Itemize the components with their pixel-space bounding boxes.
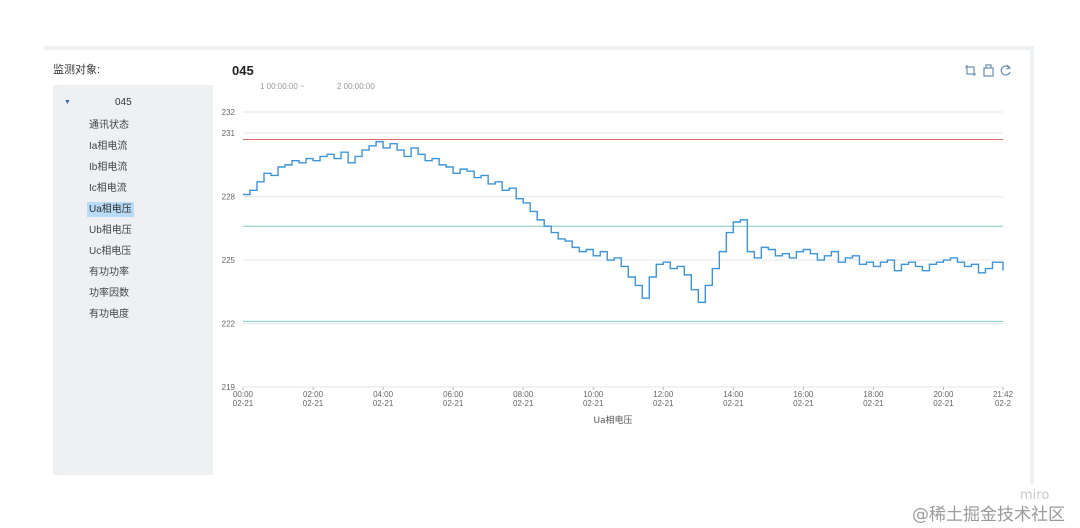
x-tick-time: 12:00 xyxy=(653,390,674,399)
y-tick-label: 222 xyxy=(222,320,236,329)
chart-title: 045 xyxy=(232,63,254,78)
tree-item-ub-voltage[interactable]: Ub相电压 xyxy=(89,225,132,236)
voltage-series-line xyxy=(243,140,1004,304)
time-range: 1 00:00:00 ~ 2 00:00:00 xyxy=(260,82,405,91)
tree-item-comm-status[interactable]: 通讯状态 xyxy=(89,120,129,131)
y-tick-label: 231 xyxy=(222,129,236,138)
chart-toolbox xyxy=(964,64,1014,78)
tree-item-ic-current[interactable]: Ic相电流 xyxy=(89,183,127,194)
tree-item-active-energy[interactable]: 有功电度 xyxy=(89,309,129,320)
tree-item-ia-current[interactable]: Ia相电流 xyxy=(89,141,128,152)
x-tick-date: 02-21 xyxy=(723,399,744,408)
x-tick-time: 18:00 xyxy=(863,390,884,399)
tree-root-node[interactable]: ▼ 045 xyxy=(53,97,213,111)
refresh-icon[interactable] xyxy=(999,64,1012,77)
target-label: 监测对象: xyxy=(53,64,101,76)
y-tick-label: 232 xyxy=(222,108,236,117)
x-tick-date: 02-21 xyxy=(933,399,954,408)
x-tick-date: 02-21 xyxy=(443,399,464,408)
tree-item-power-factor[interactable]: 功率因数 xyxy=(89,288,129,299)
tree-item-active-power[interactable]: 有功功率 xyxy=(89,267,129,278)
x-tick-time: 21:42 xyxy=(993,390,1014,399)
x-tick-date: 02-21 xyxy=(793,399,814,408)
x-tick-time: 16:00 xyxy=(793,390,814,399)
x-tick-date: 02-21 xyxy=(583,399,604,408)
x-tick-time: 14:00 xyxy=(723,390,744,399)
x-tick-time: 00:00 xyxy=(233,390,254,399)
device-tree: ▼ 045 通讯状态 Ia相电流 Ib相电流 Ic相电流 Ua相电压 Ub相电压… xyxy=(53,85,213,475)
x-tick-time: 10:00 xyxy=(583,390,604,399)
tree-item-uc-voltage[interactable]: Uc相电压 xyxy=(89,246,132,257)
y-tick-label: 219 xyxy=(222,383,236,392)
x-tick-date: 02-21 xyxy=(513,399,534,408)
x-tick-date: 02-21 xyxy=(653,399,674,408)
x-tick-time: 02:00 xyxy=(303,390,324,399)
restore-icon[interactable] xyxy=(982,64,995,77)
x-tick-time: 20:00 xyxy=(933,390,954,399)
x-tick-time: 06:00 xyxy=(443,390,464,399)
tree-item-ua-voltage[interactable]: Ua相电压 xyxy=(87,202,134,217)
x-tick-time: 08:00 xyxy=(513,390,534,399)
time-start: 1 00:00:00 ~ xyxy=(260,82,305,91)
caret-down-icon[interactable]: ▼ xyxy=(64,99,71,106)
x-axis-label: Ua相电压 xyxy=(593,414,632,426)
voltage-line-chart: 21922222522823123200:0002-2102:0002-2104… xyxy=(222,108,1014,426)
x-tick-date: 02-21 xyxy=(233,399,254,408)
x-tick-time: 04:00 xyxy=(373,390,394,399)
y-tick-label: 228 xyxy=(222,193,236,202)
x-tick-date: 02-2 xyxy=(995,399,1012,408)
miro-mark: miro xyxy=(1020,488,1050,503)
tree-item-ib-current[interactable]: Ib相电流 xyxy=(89,162,128,173)
watermark-text: @稀土掘金技术社区 xyxy=(912,505,1065,525)
tree-root-label: 045 xyxy=(115,97,132,108)
x-tick-date: 02-21 xyxy=(863,399,884,408)
time-end: 2 00:00:00 xyxy=(336,82,375,91)
crop-icon[interactable] xyxy=(964,64,977,77)
x-tick-date: 02-21 xyxy=(303,399,324,408)
x-tick-date: 02-21 xyxy=(373,399,394,408)
y-tick-label: 225 xyxy=(222,256,236,265)
